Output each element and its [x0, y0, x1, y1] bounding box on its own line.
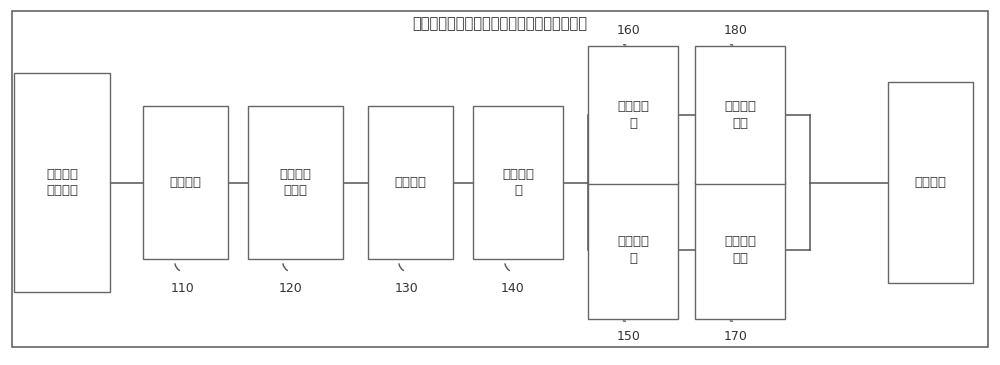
Bar — [368, 106, 452, 259]
Bar — [695, 46, 785, 184]
Text: 高压分离
器: 高压分离 器 — [617, 235, 649, 265]
Text: 压力分级
橇: 压力分级 橇 — [502, 168, 534, 197]
Bar — [248, 106, 342, 259]
Text: 低压分离
器: 低压分离 器 — [617, 100, 649, 130]
Bar — [888, 82, 973, 283]
Text: 170: 170 — [724, 330, 748, 343]
Text: 160: 160 — [617, 23, 641, 36]
Bar — [14, 73, 110, 292]
Bar — [588, 181, 678, 319]
Bar — [143, 106, 228, 259]
Text: 180: 180 — [724, 23, 748, 36]
Text: 气液混合
抽吸橇: 气液混合 抽吸橇 — [279, 168, 311, 197]
Bar — [473, 106, 563, 259]
Text: 130: 130 — [395, 282, 419, 295]
Bar — [588, 46, 678, 184]
Text: 高压外输
管线: 高压外输 管线 — [724, 235, 756, 265]
Text: 110: 110 — [171, 282, 195, 295]
Bar — [695, 181, 785, 319]
Text: 140: 140 — [501, 282, 525, 295]
Text: 输气管线: 输气管线 — [394, 176, 426, 189]
Text: 页岩气平
台各井口: 页岩气平 台各井口 — [46, 168, 78, 197]
Text: 页岩气气液分级抽吸增压外输一体化调控系统: 页岩气气液分级抽吸增压外输一体化调控系统 — [413, 16, 588, 31]
Text: 120: 120 — [279, 282, 303, 295]
Text: 采气管线: 采气管线 — [169, 176, 201, 189]
Text: 150: 150 — [617, 330, 641, 343]
Text: 输气管网: 输气管网 — [914, 176, 946, 189]
Text: 低压外输
管线: 低压外输 管线 — [724, 100, 756, 130]
